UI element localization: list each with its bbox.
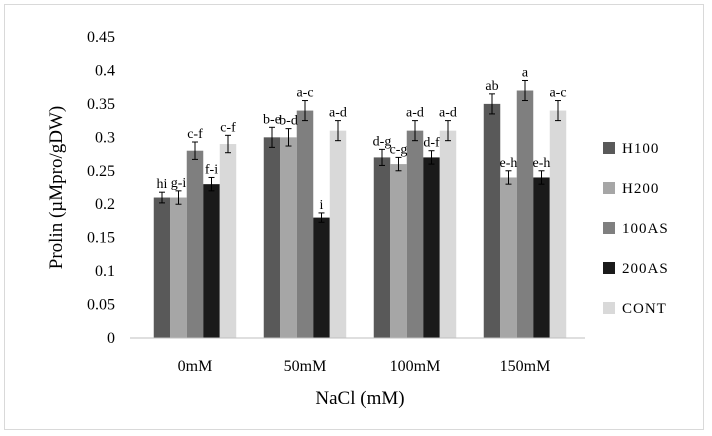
chart-frame [4, 4, 704, 430]
legend-label-cont: CONT [622, 301, 667, 317]
bar-h200-150mm [500, 177, 517, 338]
significance-label: a-d [329, 106, 347, 121]
y-tick-label: 0 [107, 330, 115, 347]
significance-label: e-h [500, 156, 518, 171]
bar-200as-50mm [313, 217, 330, 338]
bar-100as-150mm [516, 90, 534, 338]
y-axis-tick-labels: 0 0.05 0.1 0.15 0.2 0.25 0.3 0.35 0.4 0.45 [87, 29, 115, 347]
y-tick-label: 0.2 [95, 196, 115, 213]
bar-cont-150mm [549, 110, 567, 338]
significance-label: c-g [390, 142, 408, 157]
x-tick-label: 100mM [390, 358, 441, 375]
significance-label: b-d [279, 114, 298, 129]
significance-label: i [320, 198, 324, 213]
legend: H100 H200 100AS 200AS CONT [603, 141, 669, 317]
significance-label: e-h [533, 156, 551, 171]
significance-label: a-c [549, 86, 566, 101]
bar-h200-50mm [280, 137, 297, 338]
y-tick-label: 0.4 [95, 62, 115, 79]
significance-labels: hi b-e d-g ab g-i b-d c-g e-h c-f a-c a-d a f-i i d-f e… [157, 65, 567, 212]
significance-label: c-f [220, 120, 236, 135]
bar-100as-50mm [296, 110, 314, 338]
bar-100as-100mm [406, 130, 424, 338]
significance-label: a [522, 65, 529, 80]
x-tick-label: 50mM [284, 358, 327, 375]
bar-200as-150mm [533, 177, 550, 338]
error-bars [159, 79, 561, 223]
legend-swatch-200as [603, 262, 615, 274]
significance-label: d-f [423, 136, 440, 151]
bar-cont-50mm [329, 130, 347, 338]
significance-label: f-i [205, 162, 218, 177]
significance-label: g-i [171, 176, 187, 191]
x-tick-label: 0mM [178, 358, 213, 375]
bar-200as-0mm [203, 184, 220, 338]
significance-label: d-g [373, 134, 392, 149]
y-tick-label: 0.25 [87, 163, 115, 180]
significance-label: hi [157, 177, 168, 192]
legend-label-200as: 200AS [622, 261, 669, 277]
x-axis-category-labels: 0mM 50mM 100mM 150mM [178, 358, 551, 375]
significance-label: a-d [406, 106, 424, 121]
significance-label: c-f [187, 127, 203, 142]
y-tick-label: 0.15 [87, 230, 115, 247]
significance-label: ab [485, 79, 498, 94]
significance-label: b-e [263, 112, 281, 127]
legend-swatch-h200 [603, 182, 615, 194]
legend-swatch-100as [603, 222, 615, 234]
y-axis-title: Prolin (µMpro/gDW) [46, 106, 67, 269]
legend-label-h100: H100 [622, 141, 659, 157]
bar-h100-0mm [153, 197, 171, 338]
significance-label: a-d [439, 106, 457, 121]
x-axis-title: NaCl (mM) [315, 388, 404, 409]
legend-label-h200: H200 [622, 181, 659, 197]
bar-cont-0mm [219, 144, 237, 338]
y-tick-label: 0.05 [87, 297, 115, 314]
bar-series [153, 90, 567, 338]
legend-label-100as: 100AS [622, 221, 669, 237]
y-tick-label: 0.35 [87, 96, 115, 113]
bar-cont-100mm [439, 130, 457, 338]
bar-h100-50mm [263, 137, 281, 338]
bar-h200-100mm [390, 164, 407, 338]
legend-swatch-cont [603, 302, 615, 314]
bar-200as-100mm [423, 157, 440, 338]
x-tick-label: 150mM [500, 358, 551, 375]
y-tick-label: 0.1 [95, 263, 115, 280]
y-tick-label: 0.45 [87, 29, 115, 46]
bar-100as-0mm [186, 150, 204, 338]
legend-swatch-h100 [603, 142, 615, 154]
significance-label: a-c [296, 86, 313, 101]
bar-h100-150mm [483, 103, 501, 338]
y-tick-label: 0.3 [95, 129, 115, 146]
bar-h100-100mm [373, 157, 391, 338]
bar-h200-0mm [170, 197, 187, 338]
